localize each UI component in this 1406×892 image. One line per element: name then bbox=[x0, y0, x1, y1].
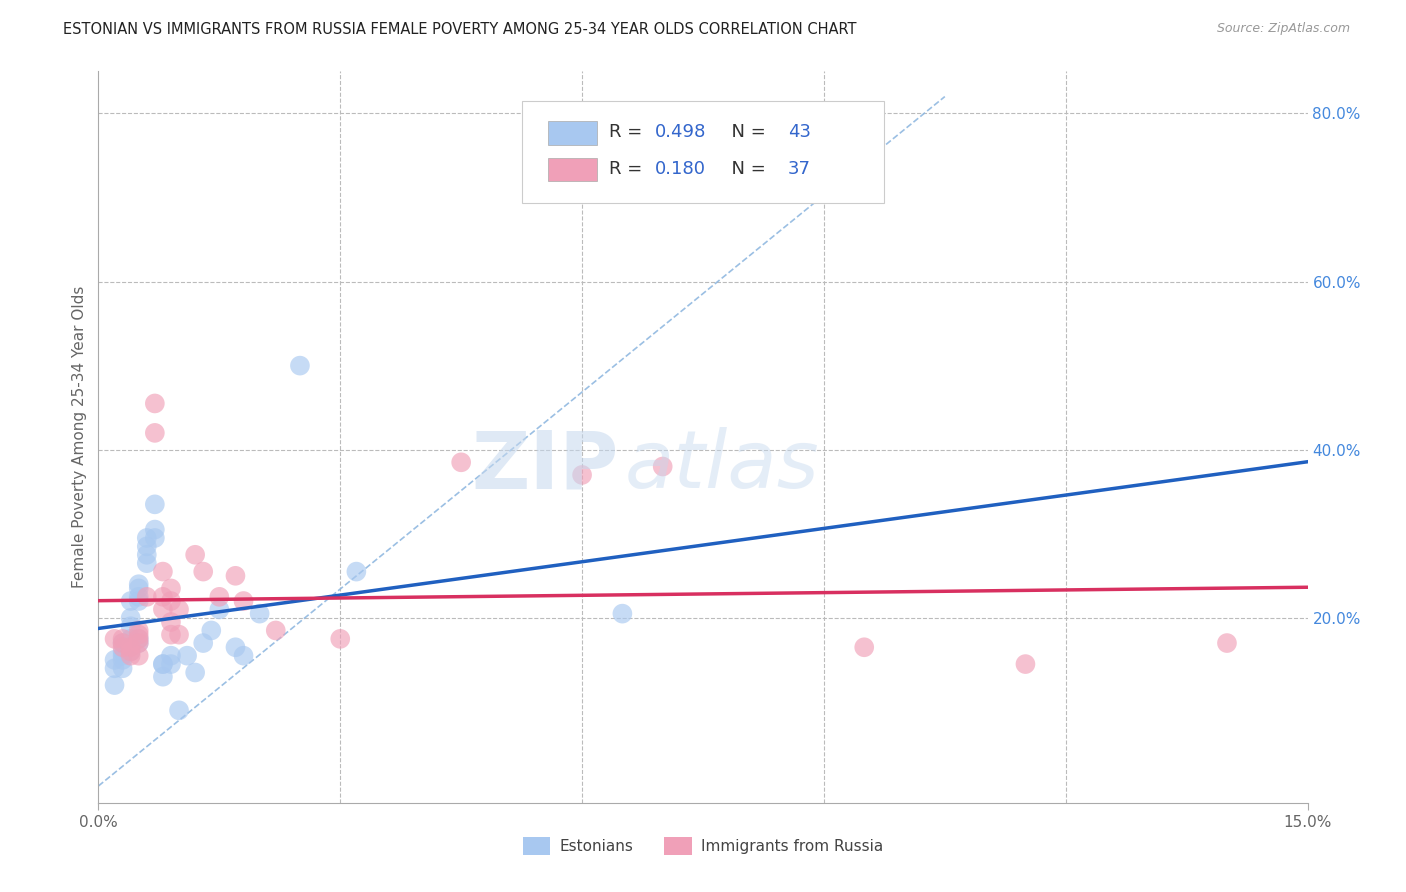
Point bbox=[200, 624, 222, 638]
Point bbox=[120, 644, 142, 658]
Legend: Estonians, Immigrants from Russia: Estonians, Immigrants from Russia bbox=[517, 831, 889, 861]
Text: N =: N = bbox=[720, 123, 772, 141]
Point bbox=[1014, 657, 1036, 671]
Point bbox=[120, 648, 142, 663]
Text: N =: N = bbox=[720, 160, 772, 178]
Point bbox=[152, 590, 174, 604]
Point bbox=[128, 632, 150, 646]
Point bbox=[128, 624, 150, 638]
Point bbox=[208, 602, 231, 616]
Point bbox=[111, 632, 134, 646]
Point bbox=[264, 624, 287, 638]
Point bbox=[160, 627, 183, 641]
Text: ZIP: ZIP bbox=[471, 427, 619, 506]
Point bbox=[128, 627, 150, 641]
Point bbox=[103, 632, 125, 646]
Point bbox=[160, 657, 183, 671]
Point bbox=[128, 582, 150, 596]
Point bbox=[232, 648, 254, 663]
Point bbox=[344, 565, 367, 579]
Point bbox=[120, 644, 142, 658]
Point bbox=[612, 607, 634, 621]
Point bbox=[128, 590, 150, 604]
Point bbox=[224, 569, 246, 583]
Point bbox=[128, 648, 150, 663]
Point bbox=[111, 636, 134, 650]
Point bbox=[135, 590, 157, 604]
Text: R =: R = bbox=[609, 160, 648, 178]
Point bbox=[128, 577, 150, 591]
Text: 43: 43 bbox=[787, 123, 811, 141]
Point bbox=[111, 640, 134, 655]
FancyBboxPatch shape bbox=[548, 121, 596, 145]
Point bbox=[120, 640, 142, 655]
Point bbox=[152, 670, 174, 684]
Point bbox=[120, 619, 142, 633]
Point bbox=[103, 661, 125, 675]
Point bbox=[160, 594, 183, 608]
Point bbox=[224, 640, 246, 655]
Point bbox=[111, 636, 134, 650]
FancyBboxPatch shape bbox=[522, 101, 884, 203]
Point bbox=[853, 640, 876, 655]
Point bbox=[128, 636, 150, 650]
Point bbox=[135, 556, 157, 570]
Point bbox=[143, 497, 166, 511]
Point bbox=[128, 632, 150, 646]
Point bbox=[120, 611, 142, 625]
Point bbox=[143, 523, 166, 537]
Text: R =: R = bbox=[609, 123, 648, 141]
Point bbox=[160, 582, 183, 596]
Point bbox=[120, 632, 142, 646]
Point bbox=[176, 648, 198, 663]
Text: Source: ZipAtlas.com: Source: ZipAtlas.com bbox=[1216, 22, 1350, 36]
Point bbox=[120, 594, 142, 608]
Point bbox=[111, 644, 134, 658]
Point bbox=[103, 678, 125, 692]
Point bbox=[143, 425, 166, 440]
FancyBboxPatch shape bbox=[548, 158, 596, 181]
Point bbox=[103, 653, 125, 667]
Point bbox=[128, 594, 150, 608]
Point bbox=[143, 396, 166, 410]
Point bbox=[111, 648, 134, 663]
Text: 0.498: 0.498 bbox=[655, 123, 706, 141]
Point bbox=[167, 703, 190, 717]
Point bbox=[152, 602, 174, 616]
Point bbox=[193, 565, 215, 579]
Point bbox=[571, 467, 593, 482]
Point bbox=[135, 531, 157, 545]
Point bbox=[184, 548, 207, 562]
Y-axis label: Female Poverty Among 25-34 Year Olds: Female Poverty Among 25-34 Year Olds bbox=[72, 286, 87, 588]
Point bbox=[152, 657, 174, 671]
Point bbox=[152, 657, 174, 671]
Point bbox=[167, 627, 190, 641]
Point bbox=[128, 636, 150, 650]
Point bbox=[184, 665, 207, 680]
Point bbox=[1216, 636, 1239, 650]
Point bbox=[167, 602, 190, 616]
Point bbox=[193, 636, 215, 650]
Text: 0.180: 0.180 bbox=[655, 160, 706, 178]
Point bbox=[152, 565, 174, 579]
Point bbox=[288, 359, 311, 373]
Point bbox=[232, 594, 254, 608]
Point bbox=[160, 615, 183, 629]
Point bbox=[329, 632, 352, 646]
Text: ESTONIAN VS IMMIGRANTS FROM RUSSIA FEMALE POVERTY AMONG 25-34 YEAR OLDS CORRELAT: ESTONIAN VS IMMIGRANTS FROM RUSSIA FEMAL… bbox=[63, 22, 856, 37]
Text: atlas: atlas bbox=[624, 427, 820, 506]
Point bbox=[450, 455, 472, 469]
Text: 37: 37 bbox=[787, 160, 811, 178]
Point bbox=[160, 648, 183, 663]
Point bbox=[249, 607, 271, 621]
Point bbox=[135, 540, 157, 554]
Point bbox=[111, 653, 134, 667]
Point bbox=[143, 531, 166, 545]
Point bbox=[651, 459, 673, 474]
Point bbox=[135, 548, 157, 562]
Point bbox=[111, 661, 134, 675]
Point bbox=[208, 590, 231, 604]
